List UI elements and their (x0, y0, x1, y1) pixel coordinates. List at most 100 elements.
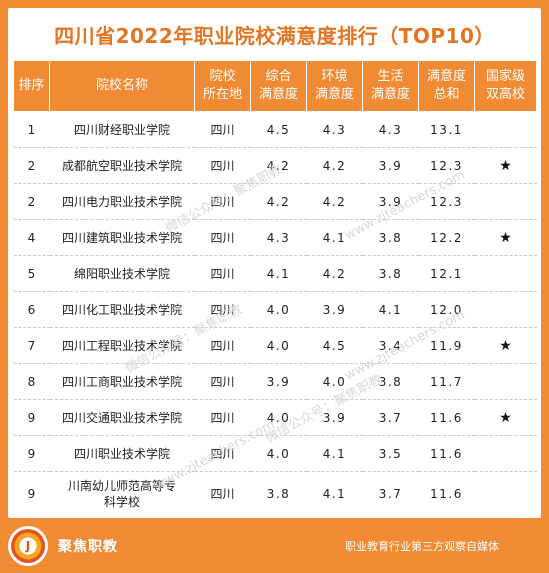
location-cell: 四川 (194, 435, 251, 472)
environment-score-cell: 4.2 (306, 255, 363, 292)
location-cell: 四川 (194, 183, 251, 220)
overall-score-cell: 4.0 (250, 435, 307, 472)
location-cell: 四川 (194, 147, 251, 184)
school-name-cell: 四川建筑职业技术学院 (49, 219, 195, 256)
environment-score-cell: 4.1 (322, 487, 347, 501)
total-score-cell: 12.3 (418, 147, 475, 184)
national-star-cell: ★ (474, 399, 537, 436)
life-score-cell: 3.4 (362, 327, 419, 364)
national-star-cell (474, 291, 537, 328)
school-name-cell: 绵阳职业技术学院 (49, 255, 195, 292)
rank-cell: 9 (13, 435, 50, 472)
table-row: 2 成都航空职业技术学院 四川 4.2 4.2 3.9 12.3 ★ (13, 147, 537, 184)
overall-score-cell: 3.9 (250, 363, 307, 400)
location-cell: 四川 (194, 255, 251, 292)
school-name-cell: 四川电力职业技术学院 (49, 183, 195, 220)
environment-score-cell: 4.2 (306, 183, 363, 220)
school-name-cell: 四川工程职业技术学院 (49, 327, 195, 364)
table-row: 5 绵阳职业技术学院 四川 4.1 4.2 3.8 12.1 (13, 255, 537, 292)
national-star-cell (474, 111, 537, 148)
life-score-cell: 3.8 (362, 255, 419, 292)
environment-score-cell: 4.1 (306, 435, 363, 472)
school-name-cell: 川南幼儿师范高等专科学校 (67, 479, 176, 509)
rank-cell: 1 (13, 111, 50, 148)
rank-cell: 9 (27, 487, 36, 501)
header-total: 满意度 总和 (418, 60, 475, 112)
ranking-table: 排序 院校名称 院校 所在地 综合 满意度 环境 满意度 生活 满意度 满意度 总和 国家… (13, 60, 537, 516)
life-score-cell: 3.7 (378, 487, 403, 501)
life-score-cell: 3.9 (362, 147, 419, 184)
environment-score-cell: 3.9 (306, 399, 363, 436)
total-score-cell: 11.6 (418, 435, 475, 472)
table-row: 6 四川化工职业技术学院 四川 4.0 3.9 4.1 12.0 (13, 291, 537, 328)
life-score-cell: 3.8 (362, 363, 419, 400)
rank-cell: 4 (13, 219, 50, 256)
life-score-cell: 4.3 (362, 111, 419, 148)
environment-score-cell: 3.9 (306, 291, 363, 328)
sunflower-icon: J (11, 528, 45, 563)
overall-score-cell: 4.5 (250, 111, 307, 148)
table-row: 9 川南幼儿师范高等专科学校 四川 3.8 4.1 3.7 11.6 (14, 472, 537, 517)
total-score-cell: 11.6 (418, 399, 475, 436)
national-star-cell: ★ (474, 219, 537, 256)
page-title: 四川省2022年职业院校满意度排行（TOP10） (54, 23, 495, 48)
table-row: 9 四川职业技术学院 四川 4.0 4.1 3.5 11.6 (13, 435, 537, 472)
national-star-cell (474, 183, 537, 220)
content-card: 四川省2022年职业院校满意度排行（TOP10） 排序 院校名称 院校 所在地 综… (8, 8, 541, 518)
logo-letter: J (21, 538, 35, 553)
footer-bar: J 聚焦职教 职业教育行业第三方观察自媒体 (0, 518, 549, 573)
header-overall: 综合 满意度 (250, 60, 307, 112)
overall-score-cell: 4.0 (250, 291, 307, 328)
national-star-cell (475, 472, 537, 517)
national-star-cell (474, 435, 537, 472)
overall-score-cell: 4.2 (250, 183, 307, 220)
rank-cell: 8 (13, 363, 50, 400)
total-score-cell: 13.1 (418, 111, 475, 148)
total-score-cell: 12.1 (418, 255, 475, 292)
header-environment: 环境 满意度 (306, 60, 363, 112)
rank-cell: 7 (13, 327, 50, 364)
table-row: 7 四川工程职业技术学院 四川 4.0 4.5 3.4 11.9 ★ (13, 327, 537, 364)
location-cell: 四川 (194, 363, 251, 400)
overall-score-cell: 4.1 (250, 255, 307, 292)
rank-cell: 9 (13, 399, 50, 436)
national-star-cell (474, 363, 537, 400)
location-cell: 四川 (194, 291, 251, 328)
life-score-cell: 3.9 (362, 183, 419, 220)
school-name-cell: 成都航空职业技术学院 (49, 147, 195, 184)
environment-score-cell: 4.3 (306, 111, 363, 148)
table-row: 8 四川工商职业技术学院 四川 3.9 4.0 3.8 11.7 (13, 363, 537, 400)
life-score-cell: 4.1 (362, 291, 419, 328)
overall-score-cell: 4.3 (250, 219, 307, 256)
header-location: 院校 所在地 (194, 60, 251, 112)
national-star-cell: ★ (474, 147, 537, 184)
overall-score-cell: 4.2 (250, 147, 307, 184)
environment-score-cell: 4.2 (306, 147, 363, 184)
table-row: 4 四川建筑职业技术学院 四川 4.3 4.1 3.8 12.2 ★ (13, 219, 537, 256)
rank-cell: 6 (13, 291, 50, 328)
header-national: 国家级 双高校 (474, 60, 537, 112)
table-row: 1 四川财经职业学院 四川 4.5 4.3 4.3 13.1 (13, 111, 537, 148)
national-star-cell (474, 255, 537, 292)
school-name-cell: 四川化工职业技术学院 (49, 291, 195, 328)
overall-score-cell: 3.8 (266, 487, 291, 501)
total-score-cell: 12.3 (418, 183, 475, 220)
total-score-cell: 11.9 (418, 327, 475, 364)
table-body: 1 四川财经职业学院 四川 4.5 4.3 4.3 13.1 2 成都航空职业技术学院 四川 4.2… (13, 111, 537, 517)
rank-cell: 5 (13, 255, 50, 292)
environment-score-cell: 4.1 (306, 219, 363, 256)
school-name-cell: 四川职业技术学院 (49, 435, 195, 472)
location-cell: 四川 (210, 487, 235, 501)
header-name: 院校名称 (49, 60, 195, 112)
brand-logo-icon: J (8, 525, 48, 566)
brand-name: 聚焦职教 (58, 538, 118, 555)
total-score-cell: 12.0 (418, 291, 475, 328)
overall-score-cell: 4.0 (250, 327, 307, 364)
life-score-cell: 3.8 (362, 219, 419, 256)
header-life: 生活 满意度 (362, 60, 419, 112)
environment-score-cell: 4.5 (306, 327, 363, 364)
total-score-cell: 11.7 (418, 363, 475, 400)
life-score-cell: 3.7 (362, 399, 419, 436)
location-cell: 四川 (194, 399, 251, 436)
